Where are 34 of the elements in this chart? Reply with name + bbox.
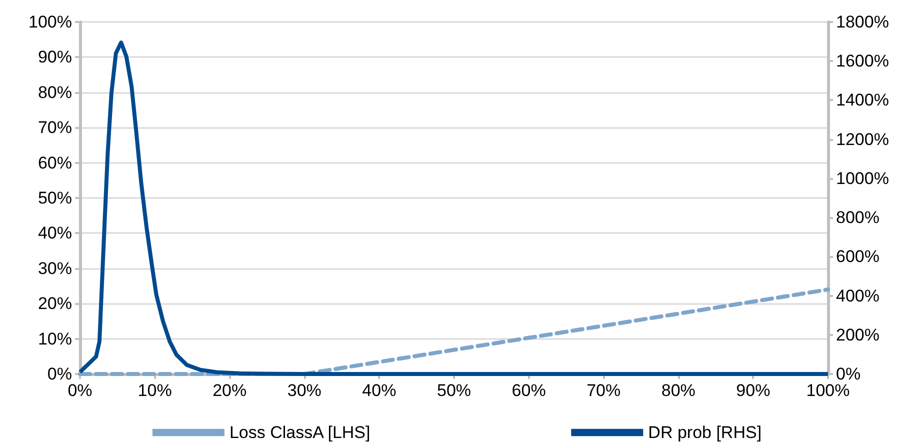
y-tick-label: 20% — [38, 294, 72, 314]
legend-label: Loss ClassA [LHS] — [229, 423, 370, 442]
y-tick-label: 50% — [38, 188, 72, 208]
x-tick-label: 90% — [736, 381, 770, 400]
y-tick-label: 80% — [38, 82, 72, 102]
x-tick-label: 50% — [436, 381, 472, 400]
y2-tick-label: 1400% — [836, 90, 889, 110]
y2-tick-label: 1800% — [836, 12, 889, 32]
x-tick-label: 80% — [661, 381, 696, 400]
x-tick-label: 60% — [512, 381, 546, 400]
y2-tick-label: 1000% — [836, 168, 889, 188]
y2-tick-label: 400% — [836, 286, 880, 306]
x-tick-label: 40% — [362, 381, 396, 400]
y-tick-label: 60% — [38, 153, 72, 172]
x-tick-label: 0% — [68, 381, 92, 400]
y2-tick-label: 800% — [836, 208, 880, 228]
x-tick-label: 70% — [586, 381, 621, 400]
y2-tick-label: 200% — [836, 325, 880, 344]
y2-tick-label: 1200% — [836, 130, 889, 149]
y2-tick-label: 1600% — [836, 52, 889, 71]
y-tick-label: 0% — [47, 364, 72, 384]
x-tick-label: 20% — [212, 381, 247, 400]
x-tick-label: 30% — [287, 381, 322, 400]
x-tick-label: 10% — [138, 381, 172, 400]
y-tick-label: 70% — [38, 118, 72, 138]
y-tick-label: 10% — [38, 329, 72, 348]
y-tick-label: 40% — [38, 224, 72, 243]
y2-tick-label: 0% — [836, 364, 861, 384]
y-tick-label: 30% — [38, 258, 72, 278]
y2-tick-label: 600% — [836, 247, 880, 266]
y-tick-label: 100% — [28, 12, 72, 32]
y-tick-label: 90% — [38, 48, 72, 67]
x-tick-label: 100% — [806, 381, 850, 400]
legend-label: DR prob [RHS] — [648, 423, 762, 442]
